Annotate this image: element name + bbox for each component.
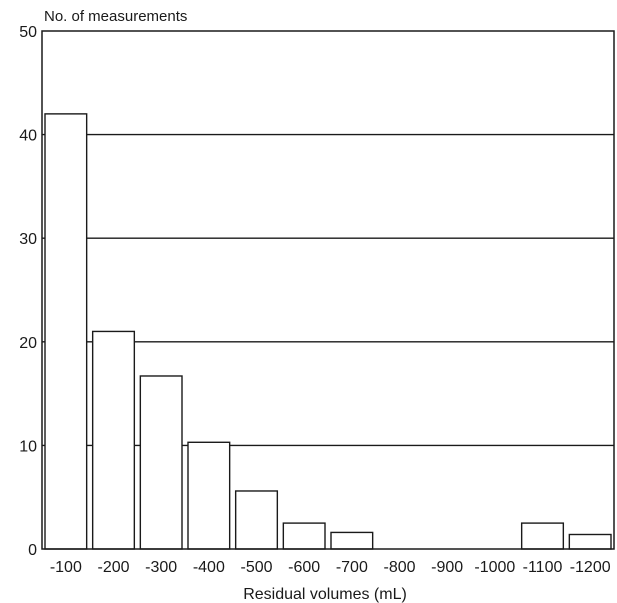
x-tick-label: -800 [383, 559, 415, 576]
bar [139, 375, 183, 550]
x-tick-label: -1000 [474, 559, 515, 576]
bars [44, 113, 612, 550]
plot-frame [41, 30, 615, 550]
x-tick-label: -700 [336, 559, 368, 576]
x-tick-label: -1200 [570, 559, 611, 576]
x-tick-label: -100 [50, 559, 82, 576]
x-tick-label: -1100 [523, 559, 563, 576]
x-tick-label: -200 [97, 559, 129, 576]
x-tick-label: -300 [145, 559, 177, 576]
x-tick-label: -400 [193, 559, 225, 576]
y-tick-label: 50 [19, 24, 37, 41]
y-tick-label: 30 [19, 231, 37, 248]
bar [330, 531, 374, 550]
bar [568, 533, 612, 550]
y-tick-label: 20 [19, 335, 37, 352]
x-tick-labels: -100 -200 -300 -400 -500 -600 -700 -800 -900 -100… [50, 559, 611, 576]
y-tick-label: 40 [19, 128, 37, 145]
bar [44, 113, 88, 550]
y-tick-labels: 0 10 20 30 40 50 [19, 24, 37, 559]
x-tick-label: -900 [431, 559, 463, 576]
y-axis-label: No. of measurements [44, 8, 187, 25]
gridlines [42, 133, 614, 447]
y-tick-label: 0 [28, 542, 37, 559]
x-tick-label: -600 [288, 559, 320, 576]
x-axis-label: Residual volumes (mL) [243, 586, 407, 603]
bar [187, 441, 231, 550]
bar [234, 490, 279, 550]
x-tick-label: -500 [240, 559, 272, 576]
bar [520, 522, 565, 550]
bar [282, 522, 326, 550]
y-tick-label: 10 [19, 438, 37, 455]
bar [91, 330, 136, 550]
